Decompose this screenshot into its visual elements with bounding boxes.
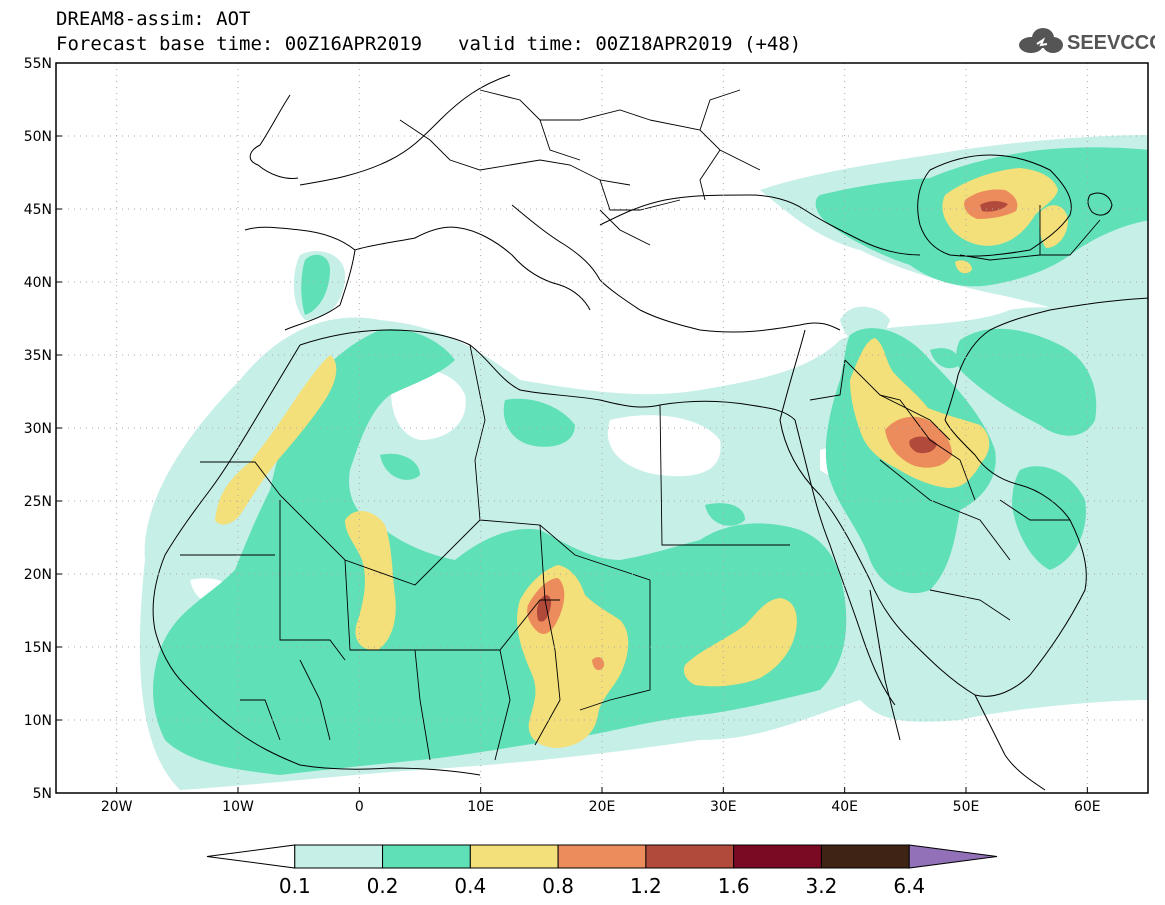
seevccc-logo: SEEVCCC [1019, 28, 1155, 54]
lat-label: 50N [24, 129, 52, 145]
colorbar-label: 1.2 [630, 874, 662, 898]
map-ticks: 20W 10W 0 10E 20E 30E 40E 50E 60E 55N 50N 45N 40N 35N… [24, 56, 1101, 815]
colorbar-segment [382, 844, 471, 869]
colorbar-label: 6.4 [893, 874, 925, 898]
valid-time: valid time: 00Z18APR2019 (+48) [458, 33, 802, 55]
lat-label: 55N [24, 56, 52, 72]
colorbar-segment [557, 844, 647, 869]
lat-label: 5N [33, 786, 52, 802]
logo-text: SEEVCCC [1067, 32, 1155, 54]
colorbar-segment [645, 844, 735, 869]
aot-fields [56, 63, 1148, 793]
colorbar-label: 0.4 [454, 874, 486, 898]
colorbar-segment [469, 844, 559, 869]
lat-label: 20N [24, 567, 52, 583]
lon-label: 10W [222, 799, 254, 815]
lat-label: 15N [24, 640, 52, 656]
colorbar-segment [820, 844, 910, 869]
colorbar-label: 0.2 [367, 874, 399, 898]
lat-label: 30N [24, 421, 52, 437]
lon-label: 20W [101, 799, 133, 815]
lon-label: 0 [355, 799, 364, 815]
lon-label: 40E [831, 799, 858, 815]
aot-map: 20W 10W 0 10E 20E 30E 40E 50E 60E 55N 50N 45N 40N 35N… [24, 56, 1149, 815]
colorbar-segment [908, 844, 998, 869]
colorbar-label: 1.6 [718, 874, 750, 898]
colorbar-segment [206, 844, 296, 869]
colorbar-label: 3.2 [806, 874, 838, 898]
lat-label: 45N [24, 202, 52, 218]
aot-level-0-2 [153, 147, 1148, 775]
lon-label: 50E [953, 799, 980, 815]
base-time: Forecast base time: 00Z16APR2019 [56, 33, 423, 55]
coastlines [152, 74, 1148, 791]
aot-level-0-4 [215, 168, 1068, 748]
graticule [56, 63, 1148, 793]
country-borders [180, 89, 1101, 761]
colorbar-segment [294, 844, 384, 869]
colorbar-label: 0.1 [279, 874, 311, 898]
cloud-icon [1019, 28, 1063, 53]
lon-label: 30E [710, 799, 737, 815]
time-info: Forecast base time: 00Z16APR2019 valid ti… [56, 35, 801, 54]
lon-label: 60E [1074, 799, 1101, 815]
lat-label: 10N [24, 713, 52, 729]
lat-label: 25N [24, 494, 52, 510]
colorbar-label: 0.8 [542, 874, 574, 898]
colorbar-segment [733, 844, 822, 869]
lat-label: 35N [24, 348, 52, 364]
colorbar: 0.1 0.2 0.4 0.8 1.2 1.6 3.2 6.4 [206, 844, 998, 898]
lon-label: 10E [467, 799, 494, 815]
map-title: DREAM8-assim: AOT [56, 10, 250, 29]
title-line: DREAM8-assim: AOT [56, 8, 251, 30]
lon-label: 20E [589, 799, 616, 815]
lat-label: 40N [24, 275, 52, 291]
